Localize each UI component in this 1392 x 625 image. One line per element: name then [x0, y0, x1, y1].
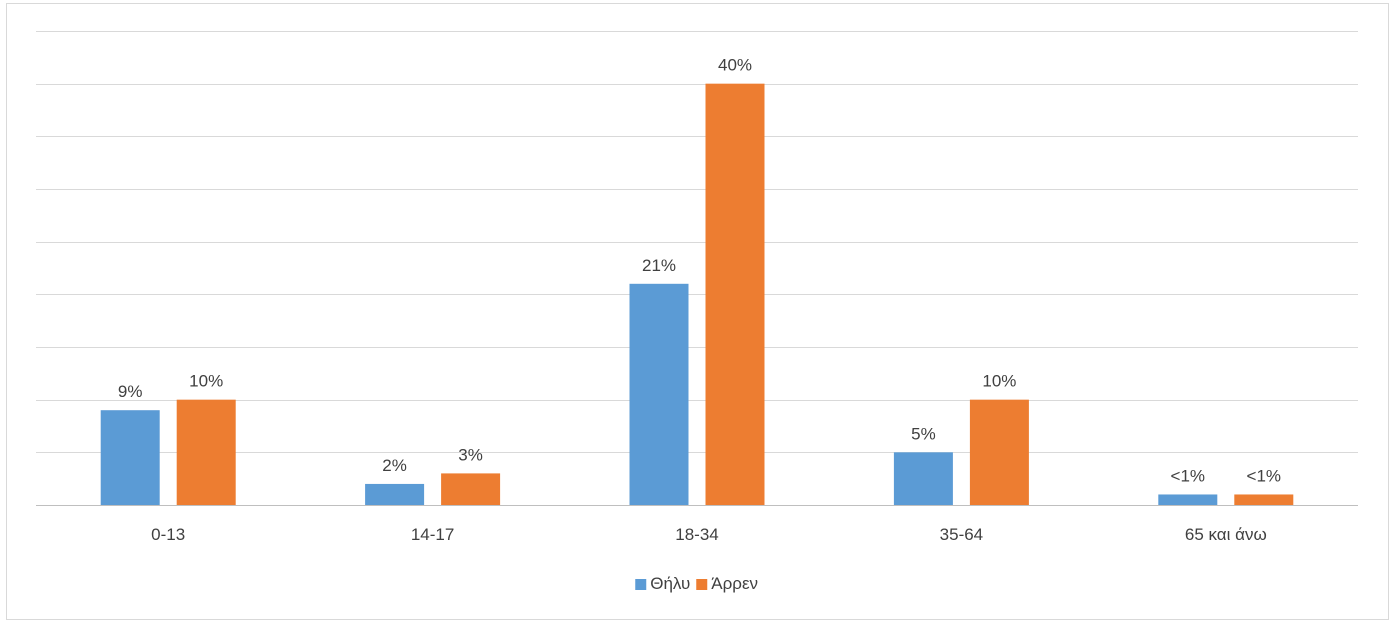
- data-label: <1%: [1171, 466, 1206, 485]
- x-tick-label: 65 και άνω: [1185, 525, 1267, 544]
- bar-Θήλυ-35-64: [893, 452, 953, 505]
- data-label: 2%: [382, 456, 407, 475]
- legend: Θήλυ Άρρεν: [635, 574, 758, 593]
- x-tick-label: 35-64: [940, 525, 983, 544]
- bar-Άρρεν-18-34: [705, 83, 765, 506]
- data-label: 10%: [189, 372, 223, 391]
- bar-Άρρεν-35-64: [969, 399, 1029, 505]
- bar-Θήλυ-14-17: [365, 483, 425, 505]
- data-label: 10%: [982, 372, 1016, 391]
- bar-Άρρεν-14-17: [441, 473, 501, 505]
- gridlines: [36, 31, 1358, 506]
- data-label: 40%: [718, 56, 752, 75]
- x-tick-label: 14-17: [411, 525, 454, 544]
- bar-Θήλυ-0-13: [100, 410, 160, 505]
- bar-Θήλυ-18-34: [629, 283, 689, 505]
- legend-label: Θήλυ: [650, 574, 690, 593]
- data-label: 9%: [118, 382, 143, 401]
- data-labels: 9% 10% 2% 3% 21% 40% 5% 10% <1% <1%: [118, 56, 1281, 486]
- data-label: 21%: [642, 256, 676, 275]
- x-tick-label: 18-34: [675, 525, 718, 544]
- data-label: 3%: [458, 445, 483, 464]
- data-label: <1%: [1247, 466, 1282, 485]
- legend-label: Άρρεν: [711, 574, 758, 593]
- legend-swatch: [635, 579, 647, 590]
- x-axis-tick-labels: 0-13 14-17 18-34 35-64 65 και άνω: [151, 525, 1267, 544]
- x-tick-label: 0-13: [151, 525, 185, 544]
- bar-Θήλυ-65 και άνω: [1158, 494, 1218, 505]
- legend-swatch: [696, 579, 708, 590]
- data-label: 5%: [911, 424, 936, 443]
- bars: [100, 83, 1294, 506]
- bar-Άρρεν-65 και άνω: [1234, 494, 1294, 505]
- chart-frame: [6, 3, 1389, 620]
- bar-Άρρεν-0-13: [176, 399, 236, 505]
